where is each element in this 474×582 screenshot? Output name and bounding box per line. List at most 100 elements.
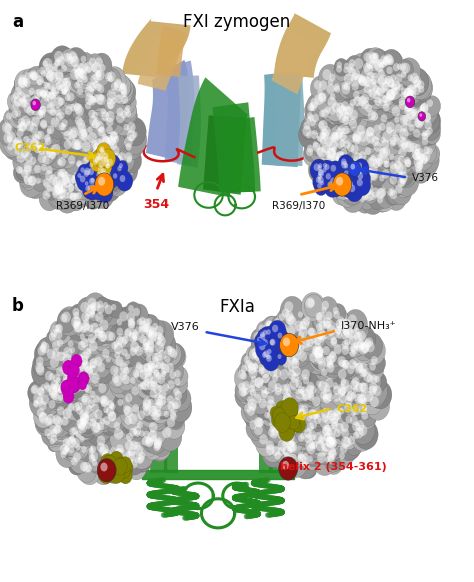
Circle shape — [52, 320, 72, 345]
Circle shape — [29, 72, 35, 78]
Circle shape — [398, 156, 405, 164]
Circle shape — [419, 129, 436, 149]
Circle shape — [158, 364, 174, 384]
Circle shape — [372, 154, 392, 178]
Circle shape — [76, 406, 83, 415]
Circle shape — [84, 384, 92, 393]
Circle shape — [87, 166, 111, 196]
Circle shape — [51, 391, 59, 400]
Circle shape — [109, 423, 134, 453]
Circle shape — [339, 386, 346, 395]
Circle shape — [282, 336, 290, 345]
Circle shape — [33, 392, 43, 404]
Circle shape — [63, 354, 72, 365]
Circle shape — [384, 160, 390, 168]
Circle shape — [255, 378, 263, 388]
Circle shape — [13, 107, 28, 125]
Circle shape — [118, 87, 133, 105]
Circle shape — [327, 70, 343, 90]
Circle shape — [88, 61, 104, 81]
Circle shape — [146, 318, 152, 325]
Circle shape — [109, 402, 114, 409]
Circle shape — [261, 367, 270, 378]
Circle shape — [146, 367, 153, 375]
Circle shape — [287, 353, 310, 381]
Circle shape — [85, 314, 90, 320]
Circle shape — [405, 105, 410, 112]
Circle shape — [328, 79, 333, 86]
Circle shape — [304, 429, 312, 438]
Circle shape — [295, 308, 309, 325]
Circle shape — [82, 446, 87, 453]
Circle shape — [98, 167, 115, 189]
Circle shape — [321, 442, 326, 449]
Circle shape — [328, 335, 345, 356]
Circle shape — [87, 70, 108, 96]
Circle shape — [312, 342, 332, 367]
Circle shape — [2, 122, 11, 133]
Circle shape — [45, 428, 51, 436]
Circle shape — [135, 346, 143, 356]
Circle shape — [77, 87, 83, 95]
Circle shape — [407, 85, 414, 94]
Circle shape — [100, 176, 120, 201]
Polygon shape — [224, 117, 261, 193]
Circle shape — [86, 174, 102, 194]
Circle shape — [71, 176, 93, 204]
Circle shape — [314, 172, 331, 193]
Circle shape — [70, 61, 88, 83]
Circle shape — [334, 345, 342, 354]
Circle shape — [34, 148, 56, 176]
Circle shape — [371, 187, 380, 198]
Circle shape — [365, 48, 385, 72]
Circle shape — [45, 382, 68, 410]
Circle shape — [89, 297, 109, 322]
Circle shape — [116, 463, 128, 478]
Circle shape — [303, 453, 309, 459]
Circle shape — [328, 151, 349, 178]
Circle shape — [91, 403, 99, 413]
Circle shape — [124, 107, 130, 115]
Circle shape — [12, 146, 26, 162]
Circle shape — [262, 316, 282, 341]
Circle shape — [152, 323, 158, 331]
Circle shape — [98, 166, 104, 173]
Circle shape — [341, 329, 349, 340]
Circle shape — [266, 424, 288, 450]
Circle shape — [21, 116, 44, 144]
Circle shape — [156, 359, 164, 369]
Circle shape — [65, 354, 85, 379]
Text: helix 2 (354-361): helix 2 (354-361) — [280, 462, 386, 472]
Circle shape — [327, 424, 344, 445]
Circle shape — [70, 56, 80, 67]
Circle shape — [327, 452, 335, 462]
Circle shape — [310, 76, 331, 101]
Circle shape — [60, 136, 81, 161]
Circle shape — [243, 402, 264, 428]
Circle shape — [414, 157, 423, 168]
Circle shape — [146, 385, 165, 409]
Circle shape — [107, 158, 113, 166]
Circle shape — [45, 371, 53, 381]
Circle shape — [254, 333, 268, 350]
Circle shape — [272, 324, 281, 335]
Circle shape — [363, 68, 384, 93]
Circle shape — [103, 459, 116, 475]
Circle shape — [353, 386, 358, 392]
Circle shape — [69, 448, 90, 474]
Text: V376: V376 — [171, 322, 199, 332]
Circle shape — [365, 381, 386, 407]
Circle shape — [26, 144, 32, 152]
Circle shape — [276, 400, 301, 430]
Circle shape — [250, 389, 271, 414]
Circle shape — [283, 311, 307, 340]
Circle shape — [40, 344, 46, 352]
Circle shape — [415, 162, 422, 172]
Circle shape — [112, 443, 136, 473]
Circle shape — [337, 169, 346, 179]
Circle shape — [360, 386, 384, 415]
Circle shape — [314, 88, 337, 116]
Circle shape — [69, 427, 76, 436]
Circle shape — [327, 167, 349, 195]
Circle shape — [310, 159, 328, 181]
